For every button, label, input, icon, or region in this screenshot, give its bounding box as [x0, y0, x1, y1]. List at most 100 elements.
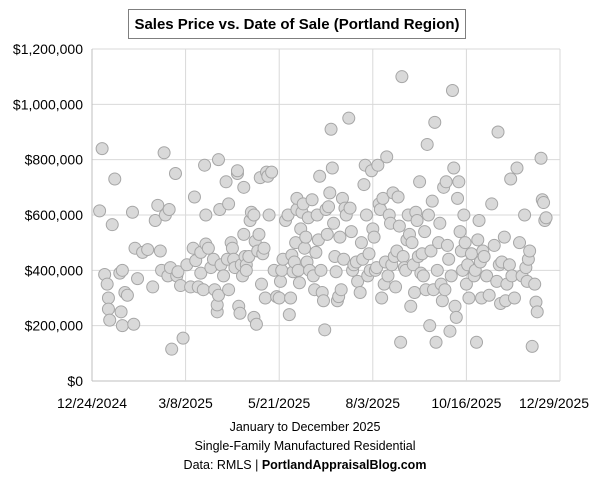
data-point	[343, 201, 357, 215]
data-point	[534, 151, 548, 165]
data-point	[148, 214, 162, 228]
data-point	[101, 291, 115, 305]
data-point	[443, 324, 457, 338]
data-point	[275, 263, 289, 277]
x-tick-label: 12/24/2024	[57, 395, 127, 411]
data-point	[485, 197, 499, 211]
data-point	[480, 269, 494, 283]
data-point	[394, 335, 408, 349]
data-point	[342, 111, 356, 125]
data-point	[194, 266, 208, 280]
chart-title: Sales Price vs. Date of Sale (Portland R…	[128, 9, 466, 39]
data-point	[153, 244, 167, 258]
source-website: PortlandAppraisalBlog.com	[261, 458, 427, 472]
data-point	[442, 252, 456, 266]
data-point	[359, 208, 373, 222]
data-point	[423, 319, 437, 333]
data-point	[115, 263, 129, 277]
data-point	[523, 244, 537, 258]
data-point	[452, 175, 466, 189]
data-point	[187, 190, 201, 204]
source-prefix: Data: RMLS |	[183, 458, 262, 472]
data-point	[249, 317, 263, 331]
data-point	[327, 216, 341, 230]
data-point	[103, 313, 117, 327]
data-point	[323, 186, 337, 200]
data-point	[171, 265, 185, 279]
data-point	[433, 216, 447, 230]
data-point	[425, 194, 439, 208]
data-point	[491, 125, 505, 139]
data-point	[299, 230, 313, 244]
data-point	[525, 339, 539, 353]
data-point	[371, 158, 385, 172]
chart-subtitle: Single-Family Manufactured Residential	[194, 439, 416, 453]
data-point	[199, 208, 213, 222]
data-point	[445, 84, 459, 97]
x-tick-label: 8/3/2025	[346, 395, 401, 411]
data-point	[198, 158, 212, 172]
x-tick-label: 3/8/2025	[158, 395, 213, 411]
data-point	[457, 208, 471, 222]
data-point	[530, 305, 544, 319]
data-point	[222, 283, 236, 297]
data-point	[225, 241, 239, 255]
data-point	[405, 236, 419, 250]
data-point	[176, 331, 190, 345]
x-tick-label: 10/16/2025	[431, 395, 501, 411]
data-point	[528, 277, 542, 291]
data-point	[357, 178, 371, 192]
data-point	[430, 263, 444, 277]
x-axis-ticks: 12/24/2024 3/8/2025 5/21/2025 8/3/2025 10/16…	[57, 395, 589, 411]
data-point	[125, 205, 139, 219]
data-point	[219, 175, 233, 189]
data-point	[101, 302, 115, 316]
data-point	[453, 225, 467, 239]
data-point	[334, 283, 348, 297]
data-point	[396, 250, 410, 263]
data-point	[146, 280, 160, 294]
data-point	[440, 238, 454, 252]
data-point	[157, 146, 171, 160]
data-point	[448, 299, 462, 313]
data-point	[237, 180, 251, 194]
data-points	[93, 70, 553, 356]
data-point	[421, 208, 435, 222]
data-point	[325, 161, 339, 175]
data-point	[410, 214, 424, 228]
data-point	[449, 310, 463, 324]
data-point	[504, 172, 518, 186]
data-point	[362, 247, 376, 261]
data-point	[282, 308, 296, 322]
data-point	[537, 196, 551, 210]
data-point	[458, 236, 472, 250]
data-point	[424, 244, 438, 258]
data-point	[127, 317, 141, 331]
data-point	[354, 236, 368, 250]
data-point	[297, 241, 311, 255]
data-point	[141, 243, 155, 257]
data-point	[100, 277, 114, 291]
data-point	[408, 285, 422, 299]
data-point	[447, 161, 461, 175]
x-tick-label: 12/29/2025	[519, 395, 589, 411]
data-point	[395, 70, 409, 84]
data-point	[114, 305, 128, 319]
data-point	[168, 167, 182, 180]
y-axis-ticks: $0 $200,000 $400,000 $600,000 $800,000 $1,000…	[13, 41, 83, 389]
data-point	[497, 230, 511, 244]
data-point	[237, 227, 251, 241]
data-point	[518, 208, 532, 222]
data-point	[131, 272, 145, 286]
data-point	[162, 202, 176, 216]
data-point	[472, 214, 486, 228]
data-point	[230, 164, 244, 178]
data-point	[353, 285, 367, 299]
data-point	[435, 294, 449, 308]
data-point	[392, 219, 406, 233]
data-point	[428, 115, 442, 129]
data-point	[482, 288, 496, 302]
data-source: Data: RMLS | PortlandAppraisalBlog.com	[0, 458, 610, 472]
data-point	[292, 276, 306, 290]
data-point	[429, 335, 443, 349]
